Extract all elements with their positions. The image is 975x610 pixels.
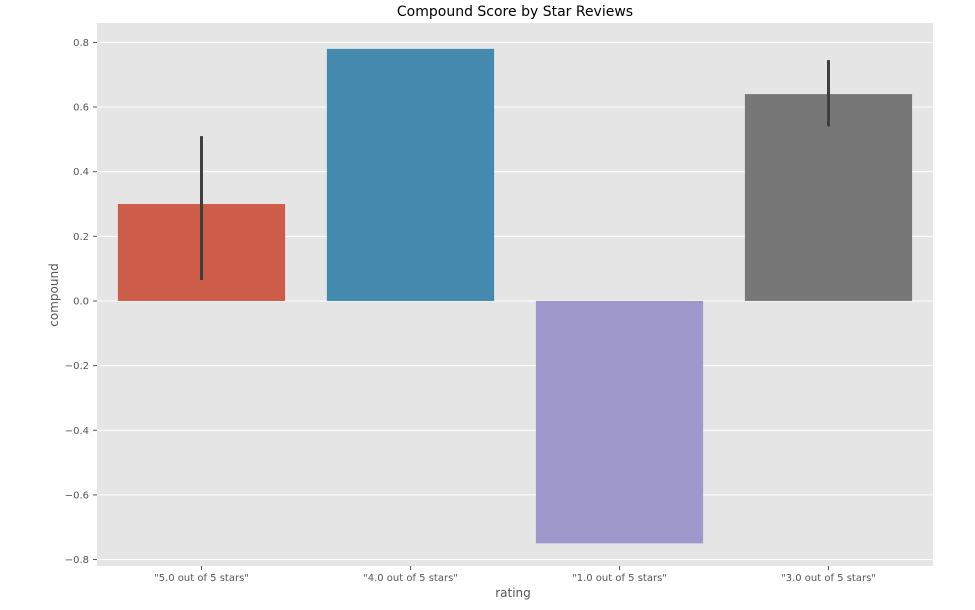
y-tick-label: 0.0 bbox=[73, 296, 89, 307]
x-axis: "5.0 out of 5 stars" "4.0 out of 5 stars"… bbox=[154, 566, 876, 584]
bar bbox=[535, 300, 704, 544]
x-axis-title: rating bbox=[495, 586, 531, 600]
y-tick-label: 0.4 bbox=[73, 167, 89, 178]
chart-title: Compound Score by Star Reviews bbox=[397, 4, 633, 20]
error-bars bbox=[200, 60, 830, 280]
y-axis: −0.8 −0.6 −0.4 −0.2 0.0 0.2 0.4 0.6 0.8 bbox=[65, 38, 97, 566]
y-tick-label: −0.8 bbox=[65, 555, 89, 566]
y-tick-label: 0.6 bbox=[73, 103, 89, 114]
x-tick-label: "4.0 out of 5 stars" bbox=[363, 573, 458, 584]
y-tick-label: −0.4 bbox=[65, 426, 89, 437]
y-tick-label: 0.8 bbox=[73, 38, 89, 49]
y-axis-title: compound bbox=[47, 263, 61, 326]
x-tick-label: "3.0 out of 5 stars" bbox=[781, 573, 876, 584]
y-tick-label: −0.6 bbox=[65, 490, 89, 501]
y-tick-label: 0.2 bbox=[73, 232, 89, 243]
y-tick-label: −0.2 bbox=[65, 361, 89, 372]
bar bbox=[326, 48, 495, 301]
x-tick-label: "5.0 out of 5 stars" bbox=[154, 573, 249, 584]
bar bbox=[744, 94, 913, 301]
x-tick-label: "1.0 out of 5 stars" bbox=[572, 573, 667, 584]
